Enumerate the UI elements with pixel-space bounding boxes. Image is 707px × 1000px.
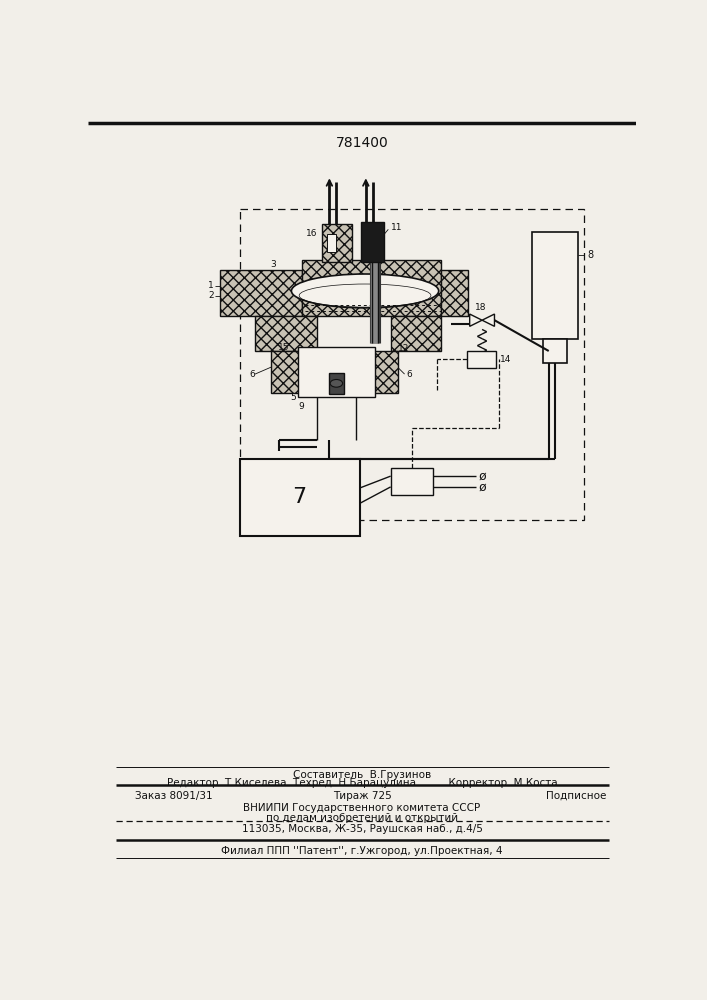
Text: 1: 1 — [208, 281, 214, 290]
Bar — [298, 347, 375, 397]
Bar — [271, 351, 317, 393]
Bar — [361, 222, 385, 262]
Bar — [391, 468, 433, 495]
Text: 781400: 781400 — [336, 136, 388, 150]
Text: ø: ø — [479, 480, 486, 493]
Text: 13: 13 — [405, 477, 419, 487]
Text: Филиал ППП ''Патент'', г.Ужгород, ул.Проектная, 4: Филиал ППП ''Патент'', г.Ужгород, ул.Про… — [221, 846, 503, 856]
Bar — [391, 316, 441, 351]
Bar — [329, 373, 344, 394]
Text: 6: 6 — [406, 370, 412, 379]
Bar — [255, 316, 317, 351]
Polygon shape — [469, 314, 482, 326]
Text: Составитель  В.Грузинов: Составитель В.Грузинов — [293, 770, 431, 780]
Text: 8: 8 — [588, 250, 594, 260]
Text: 2: 2 — [209, 291, 214, 300]
Text: M: M — [478, 355, 485, 364]
Text: Подписное: Подписное — [546, 791, 606, 801]
Text: 7: 7 — [293, 487, 307, 507]
Text: ВНИИПИ Государственного комитета СССР: ВНИИПИ Государственного комитета СССР — [243, 803, 481, 813]
Bar — [543, 339, 566, 363]
Ellipse shape — [291, 274, 438, 308]
Text: 14: 14 — [500, 355, 511, 364]
Text: 18: 18 — [475, 303, 486, 312]
Bar — [301, 260, 441, 316]
Text: Заказ 8091/31: Заказ 8091/31 — [135, 791, 213, 801]
Bar — [441, 270, 468, 316]
Bar — [356, 351, 398, 393]
Ellipse shape — [330, 379, 343, 387]
Bar — [327, 234, 337, 252]
Text: 11: 11 — [391, 223, 402, 232]
Text: 16: 16 — [305, 229, 317, 238]
Text: ø: ø — [479, 470, 486, 483]
Text: 17: 17 — [417, 283, 429, 292]
Text: 113035, Москва, Ж-35, Раушская наб., д.4/5: 113035, Москва, Ж-35, Раушская наб., д.4… — [242, 824, 482, 834]
Text: 9: 9 — [298, 402, 304, 411]
Text: 6: 6 — [250, 370, 255, 379]
Text: 15: 15 — [278, 343, 289, 352]
Text: 3: 3 — [270, 260, 276, 269]
Text: Редактор  Т.Киселева  Техред  Н.Барацулина          Корректор  М.Коста: Редактор Т.Киселева Техред Н.Барацулина … — [167, 778, 557, 788]
Bar — [240, 209, 585, 520]
Bar — [240, 459, 360, 536]
Polygon shape — [482, 314, 494, 326]
Text: Тираж 725: Тираж 725 — [332, 791, 392, 801]
Text: 12: 12 — [398, 344, 410, 353]
Bar — [467, 351, 496, 368]
Bar — [322, 224, 352, 262]
Bar — [532, 232, 578, 339]
Bar — [220, 270, 301, 316]
Text: 4: 4 — [326, 276, 332, 285]
Text: 5: 5 — [291, 393, 296, 402]
Text: по делам изобретений и открытий: по делам изобретений и открытий — [266, 813, 458, 823]
